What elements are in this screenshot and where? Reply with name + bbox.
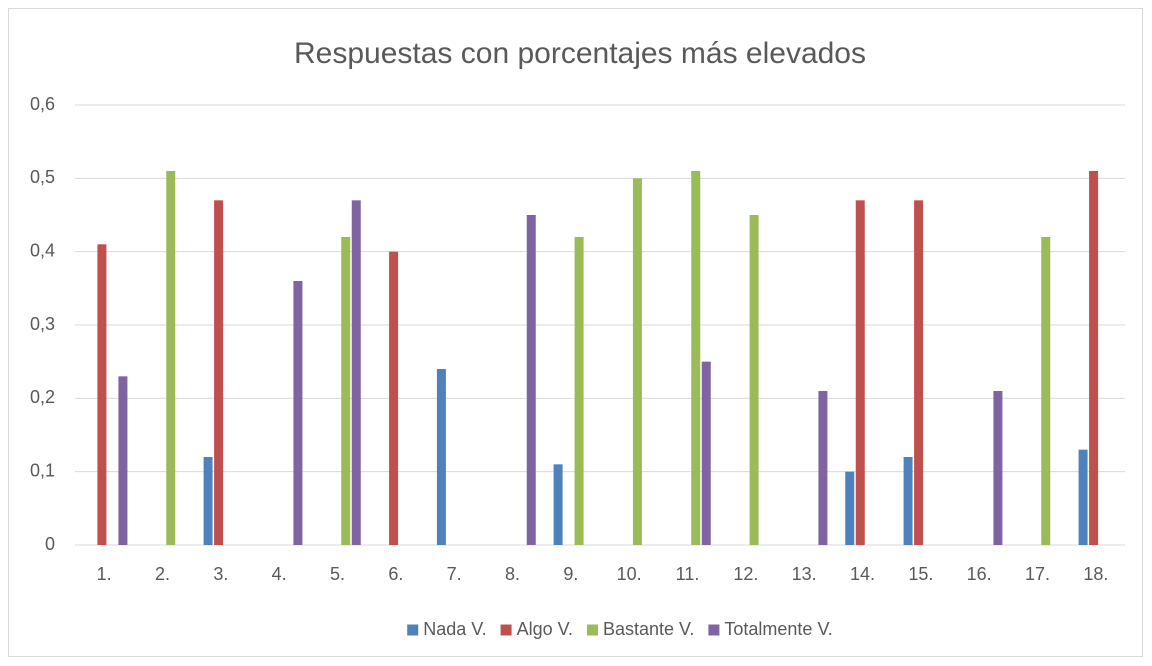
legend-label: Bastante V. <box>603 619 694 639</box>
y-tick-label: 0,6 <box>30 94 55 114</box>
y-tick-label: 0,3 <box>30 314 55 334</box>
x-tick-label: 4. <box>272 564 287 584</box>
x-tick-label: 14. <box>850 564 875 584</box>
bar <box>701 361 711 545</box>
bar <box>749 215 759 545</box>
bar <box>914 200 924 546</box>
y-tick-label: 0,4 <box>30 240 55 260</box>
bar <box>203 457 213 545</box>
bar <box>526 215 536 545</box>
x-tick-label: 9. <box>563 564 578 584</box>
bar <box>993 391 1003 545</box>
x-tick-label: 16. <box>967 564 992 584</box>
y-tick-label: 0,5 <box>30 167 55 187</box>
x-tick-label: 10. <box>617 564 642 584</box>
bar <box>341 237 351 545</box>
bar <box>389 251 399 545</box>
legend-item: Totalmente V. <box>708 619 833 639</box>
legend-swatch <box>708 624 720 636</box>
bar <box>1089 171 1099 545</box>
x-tick-label: 1. <box>97 564 112 584</box>
y-tick-label: 0 <box>45 534 55 554</box>
bar <box>632 178 642 546</box>
bar <box>903 457 913 545</box>
x-tick-label: 13. <box>792 564 817 584</box>
x-tick-label: 17. <box>1025 564 1050 584</box>
legend-label: Totalmente V. <box>724 619 832 639</box>
bar <box>351 200 361 546</box>
x-tick-label: 5. <box>330 564 345 584</box>
bar <box>97 244 107 546</box>
x-tick-label: 11. <box>676 564 700 584</box>
bar <box>118 376 128 545</box>
bar <box>845 471 855 545</box>
x-tick-label: 18. <box>1083 564 1108 584</box>
legend-swatch <box>407 624 419 636</box>
bar <box>553 464 563 545</box>
legend-label: Nada V. <box>423 619 486 639</box>
x-tick-label: 2. <box>155 564 170 584</box>
bar <box>214 200 224 546</box>
legend-label: Algo V. <box>517 619 573 639</box>
bar <box>855 200 865 546</box>
x-tick-label: 7. <box>447 564 462 584</box>
legend-swatch <box>500 624 512 636</box>
bar <box>293 281 303 545</box>
legend-item: Algo V. <box>500 619 573 639</box>
y-tick-label: 0,1 <box>30 460 55 480</box>
x-tick-label: 8. <box>505 564 520 584</box>
bar <box>436 369 446 545</box>
x-tick-label: 15. <box>908 564 933 584</box>
bar <box>1078 449 1088 545</box>
bar <box>166 171 176 545</box>
bar <box>1041 237 1051 545</box>
legend-item: Bastante V. <box>586 619 694 639</box>
legend-item: Nada V. <box>407 619 487 639</box>
chart-title: Respuestas con porcentajes más elevados <box>294 37 866 70</box>
x-tick-label: 6. <box>388 564 403 584</box>
bar <box>574 237 584 545</box>
y-tick-label: 0,2 <box>30 387 55 407</box>
x-tick-label: 3. <box>213 564 228 584</box>
x-tick-label: 12. <box>733 564 758 584</box>
legend-swatch <box>586 624 598 636</box>
bar <box>818 391 828 545</box>
bar <box>691 171 701 545</box>
